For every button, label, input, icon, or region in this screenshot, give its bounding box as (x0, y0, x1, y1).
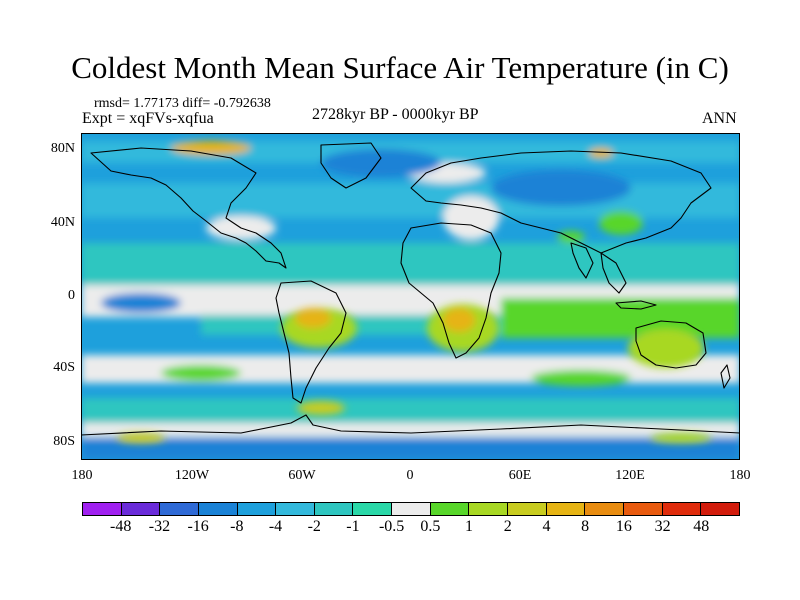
colorbar-box (701, 503, 739, 515)
period-label: 2728kyr BP - 0000kyr BP (312, 106, 479, 123)
colorbar-label: -4 (268, 518, 283, 535)
experiment-label: Expt = xqFVs-xqfua (82, 110, 214, 127)
lat-label-0: 0 (68, 288, 75, 303)
colorbar-box (469, 503, 509, 515)
colorbar-label: 8 (581, 518, 590, 535)
coastlines (81, 142, 740, 436)
season-label: ANN (702, 110, 737, 127)
lon-label-120w: 120W (174, 468, 210, 483)
colorbar-box (121, 503, 161, 515)
land-patches (117, 304, 711, 443)
colorbar-label: -0.5 (378, 518, 405, 535)
colorbar (82, 502, 740, 516)
colorbar-label: 1 (465, 518, 474, 535)
colorbar-box (546, 503, 586, 515)
lon-label-60w: 60W (288, 468, 316, 483)
colorbar-label: -16 (187, 518, 209, 535)
colorbar-box (623, 503, 663, 515)
map-svg (81, 133, 740, 460)
lat-label-40n: 40N (50, 215, 75, 230)
lon-label-180w: 180 (71, 468, 93, 483)
colorbar-box (198, 503, 238, 515)
colorbar-label: -1 (346, 518, 360, 535)
colorbar-label: -8 (230, 518, 244, 535)
lon-label-180e: 180 (729, 468, 751, 483)
colorbar-box (585, 503, 624, 515)
colorbar-box (160, 503, 199, 515)
colorbar-label: -2 (307, 518, 321, 535)
lon-label-60e: 60E (508, 468, 532, 483)
temperature-map (81, 133, 740, 460)
figure-title: Coldest Month Mean Surface Air Temperatu… (71, 50, 729, 85)
colorbar-label: 2 (503, 518, 512, 535)
colorbar-box (276, 503, 315, 515)
colorbar-label: 0.5 (420, 518, 441, 535)
colorbar-label: 48 (693, 518, 710, 535)
colorbar-label: -48 (110, 518, 132, 535)
colorbar-box (237, 503, 277, 515)
lon-label-0: 0 (406, 468, 414, 483)
lon-label-120e: 120E (615, 468, 645, 483)
colorbar-label: 32 (654, 518, 671, 535)
lat-label-40s: 40S (53, 360, 75, 375)
colorbar-label: 4 (542, 518, 551, 535)
colorbar-box (314, 503, 354, 515)
colorbar-label: -32 (148, 518, 171, 535)
colorbar-box (508, 503, 547, 515)
colorbar-box (392, 503, 431, 515)
map-border (81, 133, 740, 460)
colorbar-box (662, 503, 702, 515)
colorbar-label: 16 (615, 518, 632, 535)
lat-label-80n: 80N (50, 141, 75, 156)
colorbar-box (353, 503, 393, 515)
colorbar-box (83, 503, 122, 515)
field-patches (81, 141, 740, 460)
lat-label-80s: 80S (53, 434, 75, 449)
stats-text: rmsd= 1.77173 diff= -0.792638 (94, 96, 271, 111)
colorbar-box (430, 503, 470, 515)
